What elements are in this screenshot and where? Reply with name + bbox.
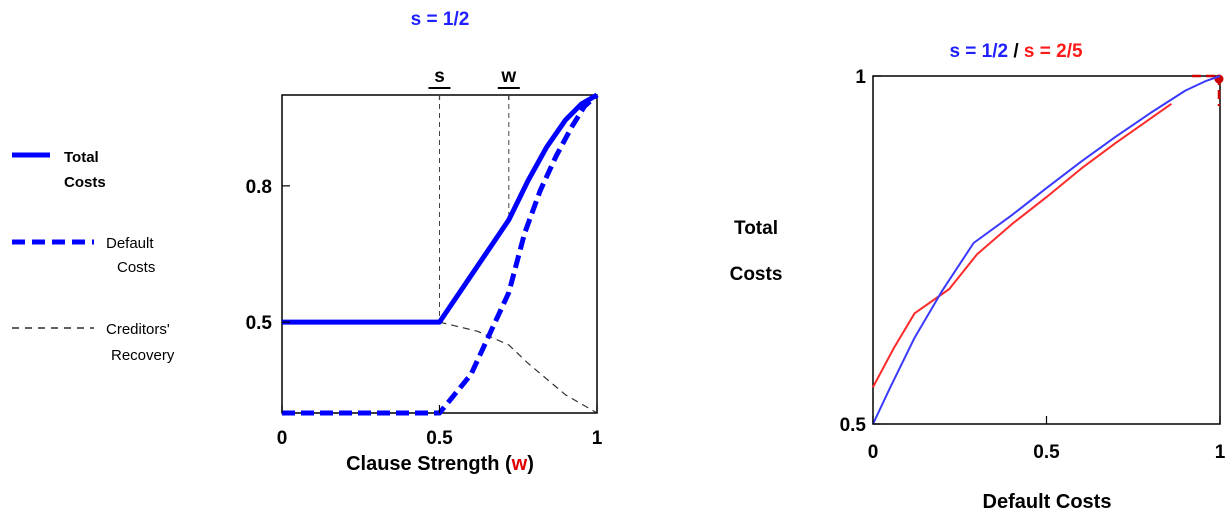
- left-x-axis-label: Clause Strength (w): [346, 453, 534, 475]
- left-series-creditors-recovery: [439, 321, 598, 414]
- right-series-0: [872, 75, 1221, 425]
- left-top-marker-w: w: [500, 66, 516, 87]
- right-y-ticks: 0.51: [840, 67, 881, 436]
- right-y-axis-label-line1: Total: [734, 218, 778, 239]
- legend-creditors-recovery-line2: Recovery: [111, 347, 175, 364]
- left-xlabel-prefix: Clause Strength (: [346, 453, 512, 475]
- left-y-tick-label-0: 0.5: [246, 313, 273, 334]
- left-x-tick-label-1: 0.5: [426, 428, 453, 449]
- right-title-part2: s = 2/5: [1024, 41, 1083, 62]
- left-guide-lines: [439, 95, 510, 323]
- right-series-1: [872, 102, 1172, 388]
- left-series-default-costs: [282, 93, 599, 416]
- legend-default-costs-line2: Costs: [117, 259, 155, 276]
- right-plot-frame: [872, 75, 1221, 425]
- left-xlabel-suffix: ): [527, 453, 534, 475]
- right-title-separator: /: [1008, 41, 1024, 62]
- legend-total-costs-line2: Costs: [64, 174, 106, 191]
- right-x-tick-label-2: 1: [1215, 442, 1226, 463]
- right-x-tick-label-1: 0.5: [1033, 442, 1060, 463]
- left-xlabel-variable: w: [511, 453, 528, 475]
- legend-creditors-recovery-line1: Creditors': [106, 321, 170, 338]
- right-x-tick-label-0: 0: [868, 442, 879, 463]
- right-chart-title: s = 1/2 / s = 2/5: [949, 41, 1083, 62]
- right-chart: s = 1/2 / s = 2/5 0 0.5 1 0.51 Total Costs…: [730, 41, 1226, 513]
- right-y-axis-label-line2: Costs: [730, 264, 783, 285]
- left-series-group: [282, 92, 599, 416]
- legend-total-costs-line1: Total: [64, 149, 99, 166]
- right-x-axis-label: Default Costs: [983, 491, 1112, 513]
- left-y-ticks: 0.5 0.8: [246, 177, 290, 334]
- left-x-ticks: 0 0.5 1: [277, 405, 603, 449]
- legend-default-costs-line1: Default: [106, 235, 154, 252]
- right-series-group: [872, 75, 1221, 425]
- left-x-tick-label-0: 0: [277, 428, 288, 449]
- right-y-tick-label-1: 1: [855, 67, 866, 88]
- left-series-total-costs: [282, 92, 599, 325]
- right-x-ticks: 0 0.5 1: [868, 416, 1226, 463]
- legend: Total Costs Default Costs Creditors' Rec…: [12, 149, 175, 364]
- right-corner-marker: [1192, 74, 1224, 106]
- left-top-marker-s: s: [434, 66, 445, 87]
- left-x-tick-label-2: 1: [592, 428, 603, 449]
- left-chart-title: s = 1/2: [411, 9, 470, 30]
- right-y-tick-label-0: 0.5: [840, 415, 867, 436]
- left-y-tick-label-1: 0.8: [246, 177, 272, 198]
- right-title-part1: s = 1/2: [949, 41, 1008, 62]
